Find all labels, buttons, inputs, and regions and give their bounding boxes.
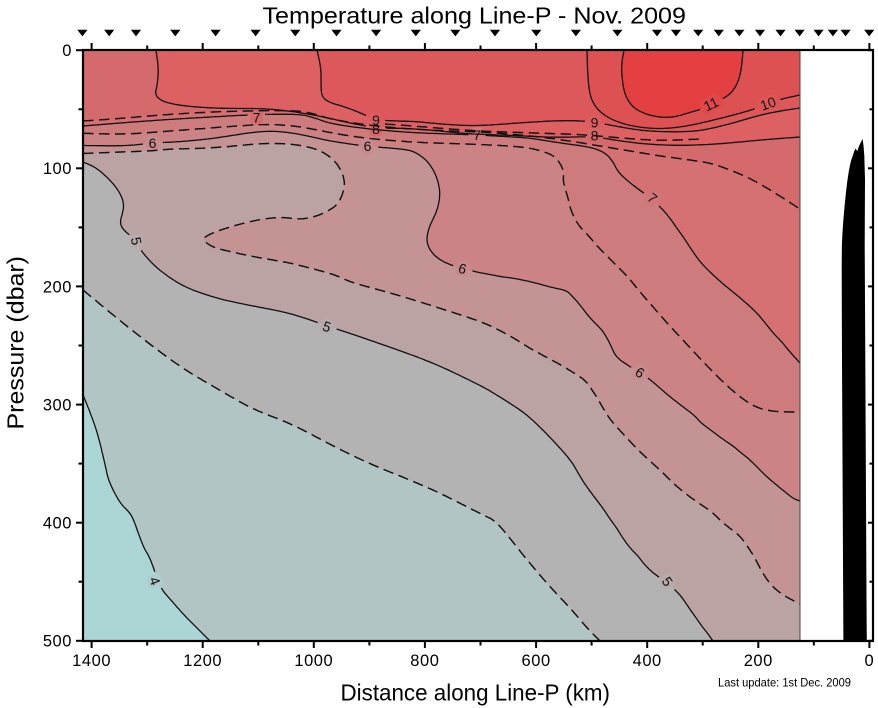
svg-text:Distance along Line-P (km): Distance along Line-P (km) bbox=[341, 679, 611, 705]
svg-text:8: 8 bbox=[591, 128, 599, 144]
svg-text:200: 200 bbox=[43, 278, 72, 296]
svg-text:500: 500 bbox=[43, 633, 72, 651]
svg-text:6: 6 bbox=[149, 135, 157, 151]
svg-text:1400: 1400 bbox=[72, 652, 111, 670]
svg-text:6: 6 bbox=[364, 138, 372, 154]
svg-text:100: 100 bbox=[43, 160, 72, 178]
svg-text:400: 400 bbox=[43, 515, 72, 533]
svg-text:Pressure (dbar): Pressure (dbar) bbox=[3, 256, 29, 430]
svg-text:8: 8 bbox=[372, 121, 380, 137]
svg-text:9: 9 bbox=[591, 115, 599, 131]
svg-text:1000: 1000 bbox=[294, 652, 333, 670]
svg-text:600: 600 bbox=[522, 652, 551, 670]
svg-text:9: 9 bbox=[372, 112, 380, 128]
svg-text:11: 11 bbox=[701, 94, 721, 115]
svg-text:7: 7 bbox=[473, 127, 481, 143]
svg-text:200: 200 bbox=[744, 652, 773, 670]
svg-text:7: 7 bbox=[253, 110, 261, 126]
svg-text:400: 400 bbox=[633, 652, 662, 670]
svg-text:Last update: 1st Dec. 2009: Last update: 1st Dec. 2009 bbox=[718, 676, 851, 690]
svg-text:10: 10 bbox=[758, 93, 778, 113]
svg-text:1200: 1200 bbox=[183, 652, 222, 670]
svg-text:0: 0 bbox=[62, 42, 72, 60]
svg-text:0: 0 bbox=[865, 652, 875, 670]
svg-text:5: 5 bbox=[128, 236, 145, 247]
svg-text:Temperature along Line-P - Nov: Temperature along Line-P - Nov. 2009 bbox=[263, 2, 687, 28]
svg-text:800: 800 bbox=[410, 652, 439, 670]
svg-text:300: 300 bbox=[43, 397, 72, 415]
